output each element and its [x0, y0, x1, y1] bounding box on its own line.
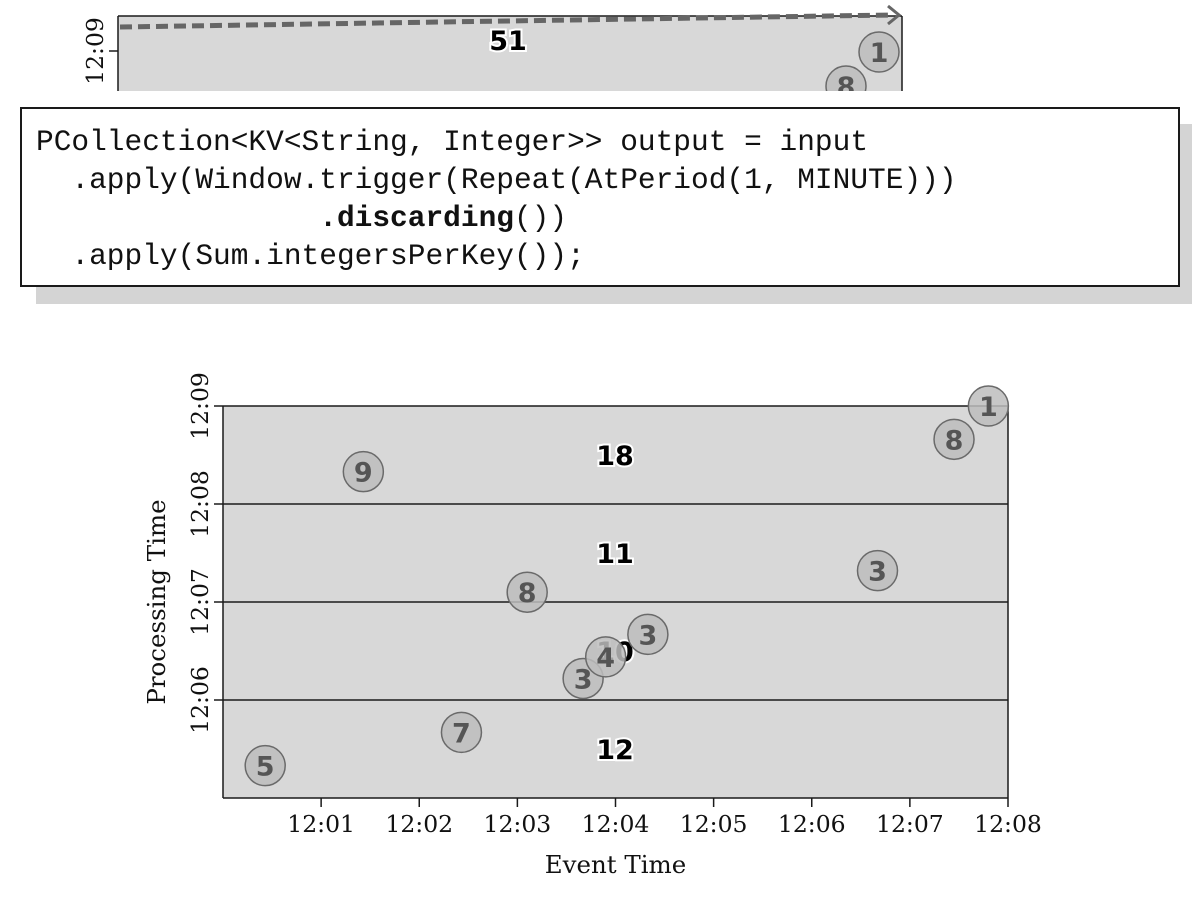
watermark-arrowhead: [887, 4, 902, 26]
x-tick-label: 12:05: [680, 810, 748, 838]
pane-sum-label: 18: [596, 441, 634, 472]
data-point-label: 8: [518, 578, 537, 609]
code-line: PCollection<KV<String, Integer>> output …: [36, 123, 957, 161]
data-point-label: 1: [979, 392, 998, 423]
data-point: [856, 549, 899, 592]
y-tick-label: 12:09: [186, 372, 214, 440]
data-point-label: 9: [354, 458, 373, 489]
x-tick-label: 12:04: [582, 810, 650, 838]
partial-y-tick-label: 12:09: [81, 17, 109, 85]
data-point-label: 4: [596, 643, 615, 674]
data-point-label: 3: [574, 664, 593, 695]
x-tick-label: 12:02: [385, 810, 453, 838]
data-point-label: 5: [256, 752, 275, 783]
partial-data-point-label: 1: [870, 38, 889, 69]
data-point-label: 7: [452, 718, 471, 749]
data-point: [244, 744, 286, 787]
y-tick-label: 12:08: [186, 470, 214, 538]
partial-chart: 12:09 51 18: [81, 4, 903, 103]
code-line: .discarding()): [36, 199, 957, 237]
x-tick-label: 12:01: [287, 810, 355, 838]
partial-window-total: 51: [489, 26, 527, 57]
code-snippet: PCollection<KV<String, Integer>> output …: [36, 123, 957, 275]
partial-plot-area: [118, 16, 902, 91]
pane-sum-label: 12: [596, 735, 634, 766]
code-line: .apply(Window.trigger(Repeat(AtPeriod(1,…: [36, 161, 957, 199]
x-tick-label: 12:08: [974, 810, 1042, 838]
partial-data-point-label: 8: [837, 72, 856, 103]
data-point: [506, 571, 548, 613]
code-line: .apply(Sum.integersPerKey());: [36, 237, 957, 275]
code-text: PCollection<KV<String, Integer>> output …: [36, 125, 869, 159]
data-point: [440, 711, 483, 754]
data-point-label: 3: [868, 557, 887, 588]
y-axis-label: Processing Time: [142, 499, 171, 704]
data-point: [933, 418, 975, 461]
data-point: [967, 385, 1010, 427]
data-point-label: 8: [945, 425, 964, 456]
y-tick-label: 12:06: [186, 666, 214, 734]
data-point: [584, 636, 627, 678]
data-point-label: 3: [638, 620, 657, 651]
x-tick-label: 12:03: [484, 810, 552, 838]
pane-sum-label: 11: [596, 539, 634, 570]
code-keyword: .discarding: [319, 201, 514, 235]
code-box: PCollection<KV<String, Integer>> output …: [20, 107, 1180, 287]
x-tick-label: 12:07: [876, 810, 944, 838]
y-tick-label: 12:07: [186, 568, 214, 636]
code-text: .apply(Sum.integersPerKey());: [71, 239, 585, 273]
code-text: .apply(Window.trigger(Repeat(AtPeriod(1,…: [71, 163, 957, 197]
watermark-dashed-line: [119, 12, 893, 30]
data-point: [342, 450, 385, 493]
data-point: [627, 613, 669, 656]
partial-data-point: [825, 65, 867, 91]
x-tick-label: 12:06: [778, 810, 846, 838]
partial-data-point: [858, 31, 900, 73]
x-axis-label: Event Time: [545, 850, 687, 879]
main-chart: 12:01 12:02 12:03 12:04 12:05 12:06 12:07 12:08…: [142, 372, 1042, 879]
code-text: ()): [513, 201, 568, 235]
